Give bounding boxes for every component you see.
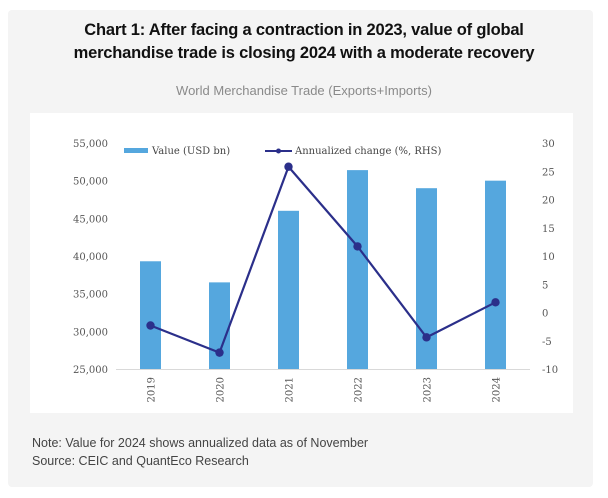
x-tick-label: 2020: [216, 377, 227, 402]
left-tick-label: 35,000: [73, 290, 108, 301]
right-tick-label: 5: [542, 280, 548, 291]
footer-notes: Note: Value for 2024 shows annualized da…: [32, 434, 368, 470]
combo-chart: 25,000 30,000 35,000 40,000 45,000 50,000 55,0…: [73, 139, 558, 402]
source-note: Source: CEIC and QuantEco Research: [32, 454, 249, 468]
chart-title-line-2: merchandise trade is closing 2024 with a…: [73, 44, 535, 62]
left-tick-label: 45,000: [73, 214, 108, 225]
bar-2023: [416, 188, 437, 369]
line-series: [146, 162, 500, 357]
x-tick-label: 2021: [285, 377, 296, 402]
x-tick-label: 2023: [423, 377, 434, 402]
bar-2019: [140, 261, 161, 369]
right-tick-label: -5: [542, 337, 552, 348]
legend-bar-swatch: [124, 148, 148, 153]
x-tick-label: 2022: [354, 377, 365, 402]
bar-2020: [209, 282, 230, 369]
chart-subtitle: World Merchandise Trade (Exports+Imports…: [176, 83, 432, 98]
right-tick-label: 15: [542, 224, 555, 235]
right-tick-label: 30: [542, 139, 555, 150]
right-tick-label: -10: [542, 365, 558, 376]
x-tick-label: 2024: [492, 377, 503, 402]
change-point-2022: [353, 242, 362, 251]
right-tick-label: 0: [542, 309, 548, 320]
legend-line-marker: [276, 148, 281, 154]
change-point-2023: [422, 333, 431, 342]
left-tick-label: 55,000: [73, 139, 108, 150]
change-point-2021: [284, 162, 293, 171]
x-tick-label: 2019: [147, 377, 158, 402]
change-point-2019: [146, 321, 155, 330]
right-axis-ticks: -10 -5 0 5 10 15 20 25 30: [542, 139, 558, 376]
change-point-2020: [215, 348, 224, 357]
right-tick-label: 10: [542, 252, 555, 263]
left-tick-label: 30,000: [73, 327, 108, 338]
bar-2021: [278, 210, 299, 369]
chart-title-line-1: Chart 1: After facing a contraction in 2…: [84, 21, 524, 39]
legend-bar-label: Value (USD bn): [151, 146, 230, 157]
bar-2022: [347, 170, 368, 369]
right-tick-label: 25: [542, 167, 555, 178]
change-point-2024: [491, 298, 500, 307]
left-axis-ticks: 25,000 30,000 35,000 40,000 45,000 50,000 55,0…: [73, 139, 108, 376]
bar-2024: [485, 180, 506, 369]
right-tick-label: 20: [542, 196, 555, 207]
legend: Value (USD bn) Annualized change (%, RHS…: [124, 146, 441, 157]
footnote: Note: Value for 2024 shows annualized da…: [32, 436, 369, 450]
plot-area: 25,000 30,000 35,000 40,000 45,000 50,000 55,0…: [30, 113, 573, 413]
change-line: [150, 165, 496, 354]
legend-line-label: Annualized change (%, RHS): [294, 146, 441, 157]
left-tick-label: 50,000: [73, 177, 108, 188]
left-tick-label: 25,000: [73, 365, 108, 376]
left-tick-label: 40,000: [73, 252, 108, 263]
chart-title: Chart 1: After facing a contraction in 2…: [0, 19, 608, 65]
bar-series: [140, 170, 506, 369]
x-axis-ticks: 2019 2020 2021 2022 2023 2024: [147, 377, 503, 402]
